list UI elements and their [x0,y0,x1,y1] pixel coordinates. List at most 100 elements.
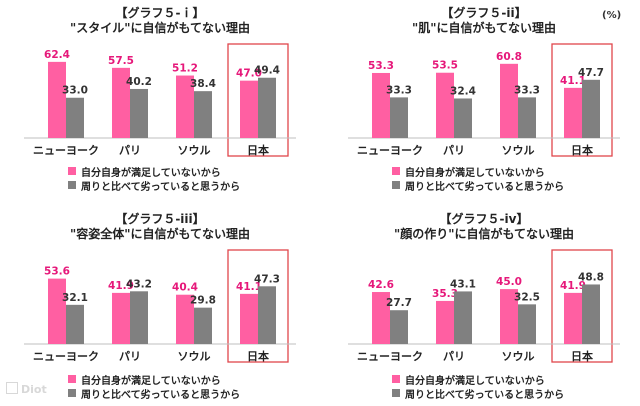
legend-label-series1: 自分自身が満足していないから [81,167,221,179]
bar-series1 [372,292,390,344]
bar-series1 [240,293,258,344]
legend-swatch-gray [392,181,400,189]
data-label-series1: 41.9 [108,280,134,292]
legend-swatch-gray [68,389,76,397]
bar-series1 [372,72,390,138]
bar-series1 [240,80,258,138]
bar-series2 [582,79,600,138]
chart-panel-overall: 【グラフ５-iii】 "容姿全体"に自信がもてない理由 53.6 32.1 ニューヨ… [10,210,310,406]
legend-label-series2: 周りと比べて劣っていると思うから [405,389,565,401]
bar-series1 [500,63,518,138]
category-label: 日本 [247,143,269,157]
category-label: ニューヨーク [33,144,99,157]
chart-title-line1: 【グラフ５-ｉ】 [115,6,205,20]
legend-item-series1: 自分自身が満足していないから [68,164,240,179]
legend-swatch-gray [68,181,76,189]
watermark-logo-icon [6,382,18,394]
category-label: パリ [443,350,465,363]
data-label-series1: 41.1 [236,281,262,293]
legend-item-series2: 周りと比べて劣っていると思うから [68,386,241,401]
bar-chart-svg: 53.3 33.3 ニューヨーク 53.5 32.4 パリ 60.8 33.3 ソウル 41.14… [348,43,620,157]
chart-title-line1: 【グラフ５-iv】 [439,212,529,226]
legend-swatch-pink [68,167,76,175]
legend: 自分自身が満足していないから 周りと比べて劣っていると思うから [68,372,241,401]
bar-series1 [48,278,66,344]
legend: 自分自身が満足していないから 周りと比べて劣っていると思うから [68,164,241,193]
bar-series2 [390,310,408,344]
bar-series2 [130,291,148,344]
category-label: ソウル [178,144,211,157]
data-label-series1: 62.4 [44,49,70,61]
category-label: ニューヨーク [33,350,99,363]
bar-chart-svg: 42.6 27.7 ニューヨーク 35.343.1 パリ 45.0 32.5 ソウル 41.94… [348,249,620,363]
data-label-series2: 47.3 [254,273,280,285]
bar-series2 [582,284,600,344]
bar-series1 [112,292,130,344]
bar-series2 [66,304,84,344]
legend-item-series1: 自分自身が満足していないから [392,372,564,387]
category-label: パリ [443,144,465,157]
bar-series1 [112,67,130,138]
data-label-series1: 53.3 [368,60,394,72]
data-label-series2: 32.5 [514,291,540,303]
legend-swatch-pink [68,375,76,383]
bar-series1 [564,292,582,344]
data-label-series2: 32.4 [450,85,476,97]
chart-title-line1: 【グラフ５-ii】 [441,6,527,20]
data-label-series1: 45.0 [496,276,522,288]
chart-panel-skin: 【グラフ５-ii】 "肌"に自信がもてない理由 53.3 33.3 ニューヨーク 53… [334,4,634,200]
data-label-series2: 38.4 [190,78,216,90]
data-label-series2: 33.0 [62,85,88,97]
legend-label-series1: 自分自身が満足していないから [405,375,545,387]
data-label-series2: 32.1 [62,292,88,304]
bar-series1 [176,294,194,344]
chart-title-line2: "肌"に自信がもてない理由 [411,21,557,35]
bar-series1 [176,75,194,138]
data-label-series1: 57.5 [108,55,134,67]
data-label-series1: 60.8 [496,51,522,63]
data-label-series1: 40.4 [172,282,198,294]
category-label: ソウル [502,144,535,157]
chart-title-line2: "スタイル"に自信がもてない理由 [69,21,251,35]
bar-series2 [518,304,536,344]
data-label-series2: 43.1 [450,278,476,290]
category-label: ソウル [502,350,535,363]
watermark: Diot [6,382,47,396]
category-label: 日本 [247,349,269,363]
chart-panel-style: 【グラフ５-ｉ】 "スタイル"に自信がもてない理由 62.4 33.0 ニューヨーク… [10,4,310,200]
data-label-series1: 47.0 [236,68,262,80]
highlight-box [227,43,289,157]
bar-series2 [194,91,212,138]
highlight-box [551,43,613,157]
data-label-series2: 33.3 [386,84,412,96]
chart-panel-face: 【グラフ５-iv】 "顔の作り"に自信がもてない理由 42.6 27.7 ニューヨー… [334,210,634,406]
bar-series1 [500,289,518,344]
highlight-box [551,249,613,363]
category-label: 日本 [571,349,593,363]
bar-series2 [194,307,212,344]
bar-series2 [518,97,536,138]
legend-label-series2: 周りと比べて劣っていると思うから [81,181,241,193]
bar-series2 [130,88,148,138]
bar-series1 [436,72,454,138]
legend-label-series2: 周りと比べて劣っていると思うから [81,389,241,401]
bar-series1 [436,300,454,344]
category-label: パリ [119,144,141,157]
chart-title-line2: "容姿全体"に自信がもてない理由 [69,227,251,241]
chart-title-line1: 【グラフ５-iii】 [115,212,205,226]
data-label-series1: 35.3 [432,288,458,300]
bar-series1 [48,61,66,138]
data-label-series2: 33.3 [514,84,540,96]
category-label: パリ [119,350,141,363]
bar-series2 [454,291,472,344]
chart-title-line2: "顔の作り"に自信がもてない理由 [393,227,575,241]
unit-label: (%) [602,10,622,21]
bar-chart-svg: 62.4 33.0 ニューヨーク 57.5 40.2 パリ 51.2 38.4 ソウル 47.04… [24,43,296,157]
data-label-series2: 49.4 [254,65,280,77]
data-label-series1: 42.6 [368,279,394,291]
legend-label-series2: 周りと比べて劣っていると思うから [405,181,565,193]
legend-swatch-pink [392,375,400,383]
data-label-series2: 47.7 [578,67,604,79]
bar-series2 [258,77,276,138]
